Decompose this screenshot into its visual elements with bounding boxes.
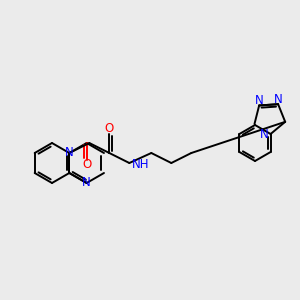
Text: NH: NH	[132, 158, 150, 170]
Text: N: N	[260, 128, 268, 140]
Text: N: N	[82, 176, 91, 190]
Text: N: N	[65, 146, 74, 160]
Text: O: O	[105, 122, 114, 136]
Text: N: N	[255, 94, 263, 107]
Text: N: N	[274, 93, 283, 106]
Text: O: O	[82, 158, 91, 170]
